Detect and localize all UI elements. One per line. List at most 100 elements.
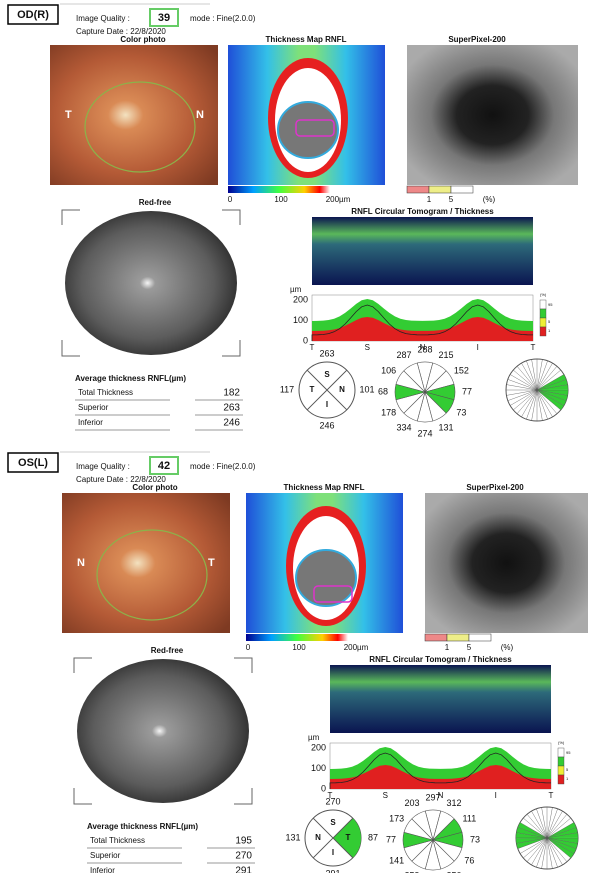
legend-label: (%) [558, 740, 565, 745]
image-quality-label: Image Quality : [76, 462, 130, 471]
y-tick-label: 100 [293, 315, 308, 325]
superpixel-legend-swatch [429, 186, 451, 193]
clock-value: 297 [425, 792, 440, 802]
legend-label: 95 [566, 750, 571, 755]
page: {"sections": [ {"eye": "OD(R)", "image_q… [0, 0, 593, 873]
superpixel-legend-label: (%) [483, 195, 496, 204]
quadrant-value: 246 [319, 420, 334, 430]
legend-swatch [540, 318, 546, 327]
legend-swatch [558, 748, 564, 757]
eye-label: OD(R) [17, 9, 49, 21]
table-value: 246 [223, 418, 240, 429]
clock-value: 178 [381, 407, 396, 417]
x-tick-label: T [549, 791, 554, 800]
table-value: 270 [235, 851, 252, 862]
quadrant-value: 87 [368, 832, 378, 842]
eye-label: OS(L) [18, 457, 48, 469]
superpixel-legend-label: 1 [445, 643, 450, 652]
clock-value: 106 [381, 365, 396, 375]
panel-title: Color photo [132, 483, 177, 492]
quadrant-label: I [326, 400, 328, 409]
quadrant-label: N [315, 833, 321, 842]
quadrant-label: N [339, 385, 345, 394]
map-disc [296, 550, 356, 606]
report: OD(R) Image Quality : 39 mode : Fine(2.0.0)… [0, 0, 593, 873]
clock-value: 288 [417, 344, 432, 354]
clock-value: 76 [464, 855, 474, 865]
superpixel-legend-label: 1 [427, 195, 432, 204]
clock-value: 141 [389, 855, 404, 865]
map-colorbar [228, 186, 330, 193]
superpixel-map [407, 45, 578, 185]
superpixel-legend-swatch [451, 186, 473, 193]
quadrant-value: 101 [359, 384, 374, 394]
map-colorbar [246, 634, 348, 641]
table-label: Inferior [90, 866, 115, 873]
table-value: 263 [223, 403, 240, 414]
panel-title: Color photo [120, 35, 165, 44]
panel-title: Thickness Map RNFL [266, 35, 347, 44]
panel-title: Thickness Map RNFL [284, 483, 365, 492]
table-title: Average thickness RNFL(µm) [75, 374, 186, 383]
table-label: Inferior [78, 418, 103, 427]
legend-label: (%) [540, 292, 547, 297]
x-tick-label: I [477, 343, 479, 352]
clock-value: 111 [463, 813, 477, 823]
image-quality: 42 [158, 460, 170, 472]
superpixel-legend-label: 5 [449, 195, 454, 204]
clock-value: 77 [462, 386, 472, 396]
panel-title: Red-free [139, 198, 172, 207]
image-quality-label: Image Quality : [76, 14, 130, 23]
panel-title: RNFL Circular Tomogram / Thickness [351, 207, 494, 216]
superpixel-legend-swatch [447, 634, 469, 641]
clock-value: 203 [404, 798, 419, 808]
image-quality: 39 [158, 12, 170, 24]
clock-value: 274 [417, 428, 432, 438]
y-tick-label: 100 [311, 763, 326, 773]
colorbar-label: 100 [274, 195, 288, 204]
red-free-image [65, 211, 237, 355]
superpixel-map [425, 493, 588, 633]
clock-value: 73 [470, 834, 480, 844]
quadrant-label: T [346, 833, 351, 842]
mode: mode : Fine(2.0.0) [190, 14, 256, 23]
clock-value: 287 [396, 350, 411, 360]
legend-label: 1 [566, 776, 569, 781]
y-tick-label: 200 [293, 294, 308, 304]
y-tick-label: 200 [311, 742, 326, 752]
mode: mode : Fine(2.0.0) [190, 462, 256, 471]
fundus-side-label: T [208, 557, 215, 569]
colorbar-label: 100 [292, 643, 306, 652]
x-tick-label: S [365, 343, 370, 352]
tomogram-image [312, 217, 533, 285]
axis-unit: µm [308, 733, 320, 742]
quadrant-value: 117 [280, 384, 294, 394]
map-disc [278, 102, 338, 158]
x-tick-label: I [495, 791, 497, 800]
quadrant-value: 131 [285, 832, 300, 842]
clock-value: 173 [389, 813, 404, 823]
quadrant-label: S [330, 818, 336, 827]
colorbar-label: 0 [228, 195, 233, 204]
table-value: 291 [235, 866, 252, 873]
superpixel-legend-label: 5 [467, 643, 472, 652]
legend-swatch [558, 757, 564, 766]
superpixel-legend-swatch [469, 634, 491, 641]
quadrant-label: T [310, 385, 315, 394]
legend-label: 5 [548, 319, 551, 324]
fundus-side-label: N [77, 557, 85, 569]
legend-label: 95 [548, 302, 553, 307]
panel-title: SuperPixel-200 [448, 35, 506, 44]
fundus-side-label: T [65, 109, 72, 121]
eye-section: OD(R) Image Quality : 39 mode : Fine(2.0.0)… [8, 4, 578, 438]
colorbar-label: 0 [246, 643, 251, 652]
clock-value: 215 [438, 350, 453, 360]
x-tick-label: S [383, 791, 388, 800]
axis-unit: µm [290, 285, 302, 294]
clock-value: 68 [378, 386, 388, 396]
legend-label: 1 [548, 328, 551, 333]
quadrant-value: 263 [319, 348, 334, 358]
legend-swatch [540, 300, 546, 309]
table-value: 195 [235, 836, 252, 847]
panel-title: Red-free [151, 646, 184, 655]
